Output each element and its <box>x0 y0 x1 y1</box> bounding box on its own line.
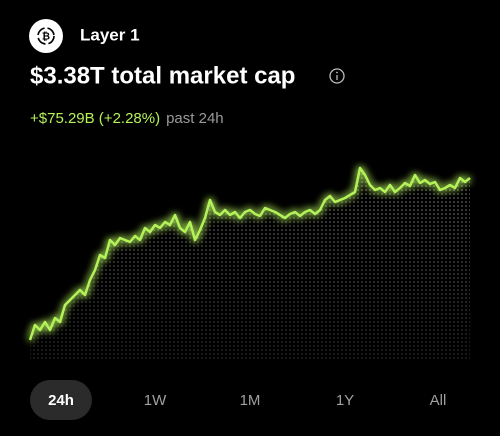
change-line: +$75.29B (+2.28%) past 24h <box>30 110 224 127</box>
area-fill <box>30 168 470 360</box>
category-label: Layer 1 <box>80 25 140 44</box>
plot <box>28 166 471 360</box>
timeframe-tab[interactable]: 1W <box>144 392 167 409</box>
timeframe-tab[interactable]: 1M <box>240 392 261 409</box>
title: $3.38T total market cap <box>30 62 295 89</box>
timeframe-tab[interactable]: 1Y <box>336 392 354 409</box>
timeframe-tab[interactable]: All <box>430 392 447 409</box>
period-label: past 24h <box>166 110 224 127</box>
timeframe-tab[interactable]: 24h <box>48 392 74 409</box>
price-line <box>28 166 471 341</box>
svg-text:₿: ₿ <box>42 31 50 43</box>
info-icon[interactable] <box>329 68 345 84</box>
tab-selected-bg <box>30 380 92 420</box>
change-value: +$75.29B (+2.28%) <box>30 110 160 127</box>
asset-icon: ₿ <box>29 19 63 53</box>
timeframe-tabs: 24h 1W 1M 1Y All <box>48 392 446 409</box>
